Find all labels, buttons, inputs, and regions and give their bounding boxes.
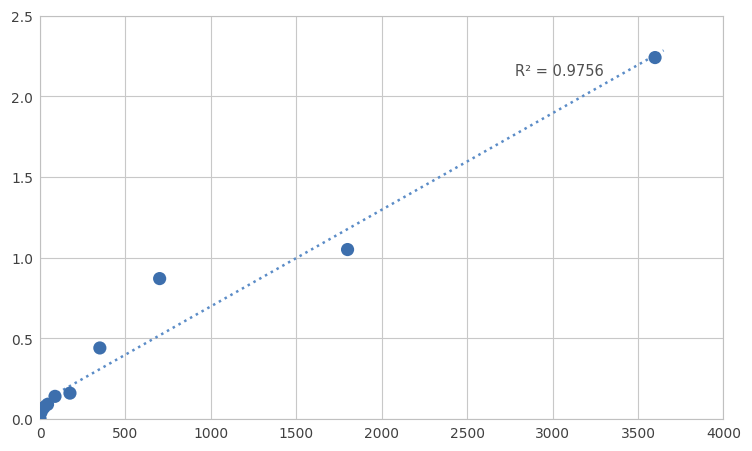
Point	[34, 415, 46, 423]
Point	[41, 401, 53, 408]
Point	[341, 246, 353, 253]
Text: R² = 0.9756: R² = 0.9756	[515, 64, 604, 79]
Point	[64, 390, 76, 397]
Point	[649, 55, 661, 62]
Point	[35, 409, 47, 416]
Point	[38, 404, 50, 411]
Point	[153, 276, 165, 283]
Point	[36, 406, 48, 413]
Point	[49, 393, 61, 400]
Point	[94, 345, 106, 352]
